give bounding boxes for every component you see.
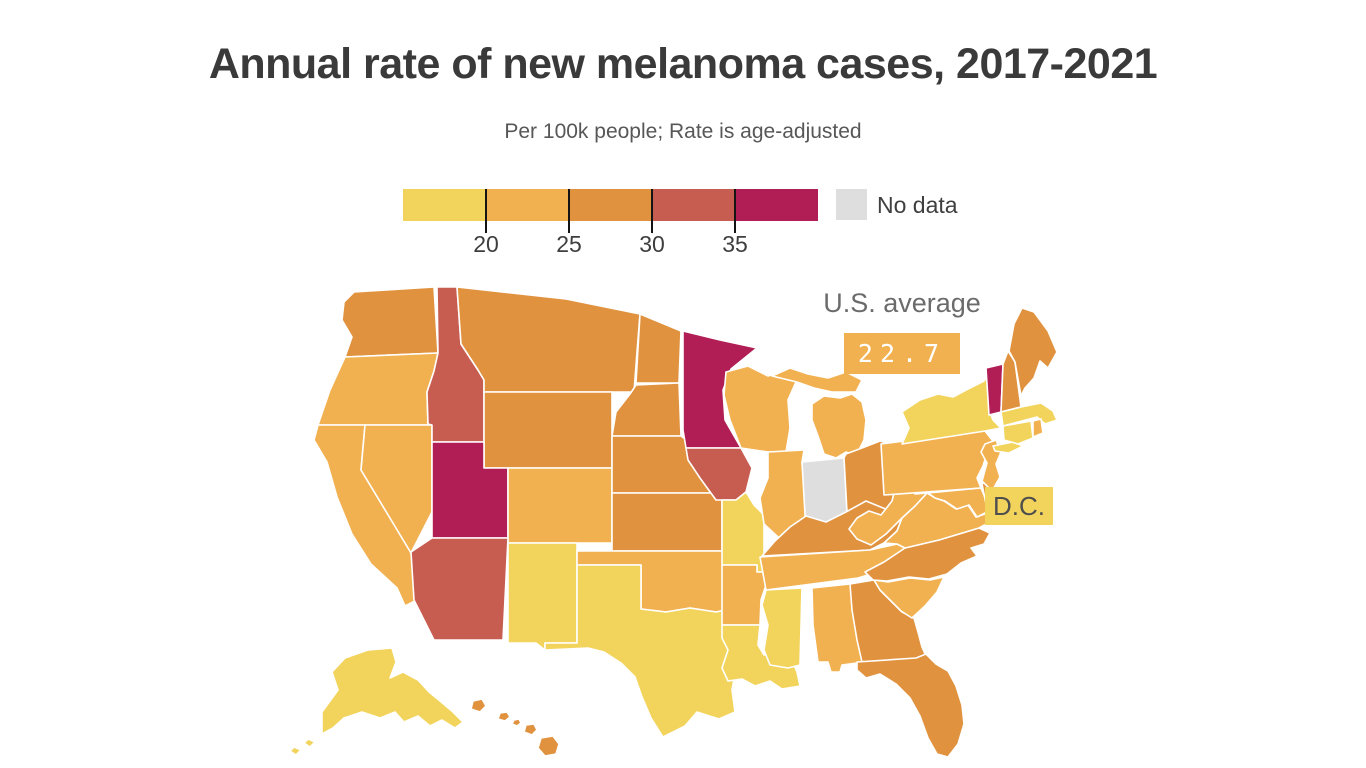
us-average-callout: U.S. average 22.7: [813, 288, 991, 374]
states-group: [289, 286, 1058, 758]
state-massachusetts[interactable]: [1000, 402, 1058, 427]
legend-segment-<20: [403, 189, 486, 221]
page-subtitle: Per 100k people; Rate is age-adjusted: [504, 120, 862, 143]
legend-tick-20: [485, 189, 487, 233]
legend-tick-25: [568, 189, 570, 233]
legend-tick-label: 25: [556, 231, 582, 257]
state-pennsylvania[interactable]: [880, 430, 997, 496]
legend-tick-label: 35: [722, 231, 748, 257]
legend-segment-25-30: [569, 189, 652, 221]
state-arizona[interactable]: [410, 537, 509, 641]
state-minnesota[interactable]: [682, 330, 758, 449]
state-alaska[interactable]: [289, 647, 464, 756]
state-louisiana[interactable]: [721, 624, 801, 690]
dc-label[interactable]: D.C.: [985, 487, 1053, 525]
state-montana[interactable]: [456, 286, 641, 393]
state-texas[interactable]: [544, 564, 758, 738]
state-new-hampshire[interactable]: [1000, 350, 1022, 413]
page-title: Annual rate of new melanoma cases, 2017-…: [208, 40, 1158, 88]
legend-color-bar: [403, 189, 818, 221]
us-average-value: 22.7: [843, 333, 961, 374]
no-data-label: No data: [877, 192, 958, 218]
state-wyoming[interactable]: [483, 391, 613, 469]
state-south-carolina[interactable]: [873, 576, 945, 619]
state-colorado[interactable]: [507, 467, 613, 544]
legend-segment-20-25: [486, 189, 569, 221]
state-connecticut[interactable]: [1002, 420, 1034, 445]
us-average-label: U.S. average: [823, 288, 981, 318]
legend-tick-label: 30: [639, 231, 665, 257]
state-oregon[interactable]: [317, 352, 439, 426]
legend-segment-35+: [735, 189, 818, 221]
state-maryland[interactable]: [927, 487, 990, 518]
no-data-swatch: [836, 189, 867, 220]
legend-segment-30-35: [652, 189, 735, 221]
state-maine[interactable]: [1008, 307, 1058, 397]
state-hawaii[interactable]: [470, 698, 560, 757]
state-mississippi[interactable]: [761, 587, 803, 669]
state-nevada[interactable]: [360, 424, 433, 554]
state-wisconsin[interactable]: [723, 365, 797, 453]
legend-tick-35: [734, 189, 736, 233]
state-new-mexico[interactable]: [507, 542, 578, 651]
state-florida[interactable]: [856, 653, 965, 758]
state-rhode-island[interactable]: [1032, 418, 1044, 438]
state-north-dakota[interactable]: [635, 313, 682, 384]
state-washington[interactable]: [341, 286, 439, 358]
state-kansas[interactable]: [611, 492, 723, 552]
legend-tick-30: [651, 189, 653, 233]
legend-tick-label: 20: [473, 231, 499, 257]
